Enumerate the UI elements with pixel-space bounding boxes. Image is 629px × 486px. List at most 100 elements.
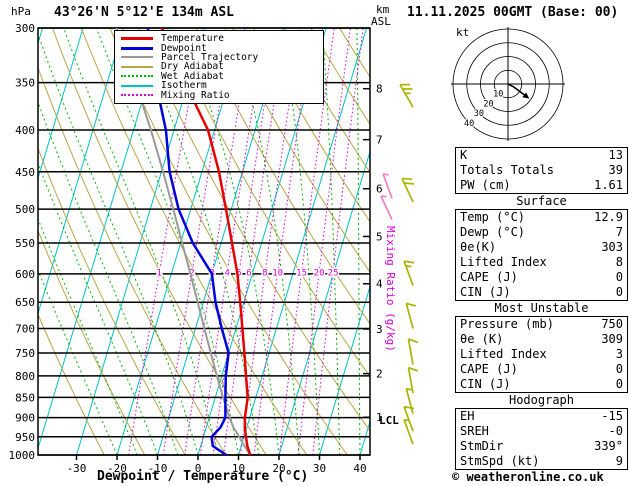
height-unit-asl-label: ASL — [371, 15, 391, 28]
parcel-trajectory-curve — [115, 28, 252, 455]
index-value: 309 — [601, 332, 623, 346]
svg-text:900: 900 — [15, 412, 35, 425]
svg-text:8: 8 — [376, 83, 383, 96]
index-value: 9 — [615, 454, 623, 468]
index-label: Dewp (°C) — [460, 225, 526, 239]
svg-text:800: 800 — [15, 370, 35, 383]
svg-text:5: 5 — [376, 230, 383, 243]
mixing-ratio-axis-label: Mixing Ratio (g/kg) — [384, 226, 397, 352]
index-row: SREH -0 — [456, 424, 627, 439]
svg-text:10: 10 — [232, 462, 245, 475]
section-header: Surface — [516, 194, 567, 208]
svg-text:500: 500 — [15, 203, 35, 216]
legend-item: Wet Adiabat — [121, 72, 317, 81]
pressure-unit-label: hPa — [11, 5, 31, 18]
svg-text:550: 550 — [15, 237, 35, 250]
section-header: Hodograph — [508, 393, 575, 407]
dewpoint-curve — [146, 28, 230, 455]
index-label: Lifted Index — [460, 255, 547, 269]
index-value: -15 — [601, 409, 623, 423]
index-row: CAPE (J) 0 — [456, 362, 627, 377]
index-label: Pressure (mb) — [460, 317, 554, 331]
index-label: StmSpd (kt) — [460, 454, 540, 468]
svg-text:8: 8 — [262, 269, 267, 279]
index-label: Totals Totals — [460, 163, 554, 177]
index-label: CAPE (J) — [460, 270, 518, 284]
plot-legend: Temperature Dewpoint Parcel Trajectory Dry … — [114, 30, 324, 104]
index-label: Lifted Index — [460, 347, 547, 361]
index-row: Dewp (°C) 7 — [456, 225, 627, 240]
svg-text:5: 5 — [236, 269, 241, 279]
svg-text:30: 30 — [474, 109, 484, 119]
svg-text:20: 20 — [483, 99, 493, 109]
x-axis-title: Dewpoint / Temperature (°C) — [97, 469, 309, 484]
svg-text:20: 20 — [272, 462, 285, 475]
index-value: 13 — [608, 148, 623, 162]
svg-text:40: 40 — [353, 462, 366, 475]
legend-swatch-wet-adiabat — [121, 75, 153, 78]
svg-text:6: 6 — [376, 183, 383, 196]
svg-text:750: 750 — [15, 347, 35, 360]
lcl-label: LCL — [379, 414, 399, 427]
index-row: θe (K) 309 — [456, 332, 627, 347]
legend-label: Temperature — [161, 33, 224, 45]
index-row: Lifted Index 3 — [456, 347, 627, 362]
svg-text:350: 350 — [15, 77, 35, 90]
svg-text:1000: 1000 — [9, 449, 36, 462]
datetime-title: 11.11.2025 00GMT (Base: 00) — [407, 5, 619, 20]
svg-text:-20: -20 — [107, 462, 127, 475]
svg-text:400: 400 — [15, 124, 35, 137]
legend-swatch-dewpoint — [121, 46, 153, 50]
index-row: Totals Totals 39 — [456, 163, 627, 178]
index-value: -0 — [608, 424, 623, 438]
index-row: θe(K) 303 — [456, 240, 627, 255]
index-label: Temp (°C) — [460, 210, 526, 224]
index-label: θe (K) — [460, 332, 504, 346]
index-value: 1.61 — [594, 178, 623, 192]
legend-swatch-parcel-trajectory — [121, 56, 153, 59]
station-title: 43°26'N 5°12'E 134m ASL — [54, 5, 235, 20]
svg-text:20: 20 — [314, 269, 325, 279]
index-label: EH — [460, 409, 475, 423]
index-row: CIN (J) 0 — [456, 377, 627, 392]
legend-item: Temperature — [121, 34, 317, 43]
index-value: 0 — [615, 285, 623, 299]
legend-label: Wet Adiabat — [161, 70, 224, 82]
index-label: StmDir — [460, 439, 504, 453]
legend-item: Isotherm — [121, 81, 317, 90]
index-label: CAPE (J) — [460, 362, 518, 376]
index-row: EH -15 — [456, 409, 627, 424]
index-value: 0 — [615, 362, 623, 376]
height-unit-km-label: km — [376, 3, 390, 16]
svg-text:3: 3 — [376, 323, 383, 336]
index-value: 750 — [601, 317, 623, 331]
legend-swatch-temperature — [121, 37, 153, 41]
index-value: 7 — [615, 225, 623, 239]
legend-swatch-dry-adiabat — [121, 65, 153, 68]
height-ticks: 1 2 3 4 5 6 7 8 — [363, 83, 383, 424]
index-label: PW (cm) — [460, 178, 511, 192]
svg-text:40: 40 — [464, 119, 474, 129]
index-label: SREH — [460, 424, 489, 438]
indices-section: EH -15 SREH -0 StmDir 339° StmSpd (kt) 9 — [455, 408, 628, 470]
index-value: 8 — [615, 255, 623, 269]
svg-text:15: 15 — [296, 269, 307, 279]
svg-text:4: 4 — [224, 269, 229, 279]
wind-barbs — [380, 83, 419, 445]
index-row: CIN (J) 0 — [456, 285, 627, 300]
legend-item: Dry Adiabat — [121, 62, 317, 72]
indices-section: Temp (°C) 12.9 Dewp (°C) 7 θe(K) 303 Lifted In… — [455, 209, 628, 301]
svg-text:650: 650 — [15, 296, 35, 309]
copyright: © weatheronline.co.uk — [452, 470, 604, 484]
svg-text:25: 25 — [328, 269, 339, 279]
index-value: 339° — [594, 439, 623, 453]
svg-text:1: 1 — [156, 269, 161, 279]
svg-text:700: 700 — [15, 323, 35, 336]
index-row: K 13 — [456, 148, 627, 163]
index-label: CIN (J) — [460, 285, 511, 299]
index-label: CIN (J) — [460, 377, 511, 391]
svg-text:450: 450 — [15, 166, 35, 179]
svg-text:2: 2 — [376, 368, 383, 381]
legend-label: Isotherm — [161, 80, 207, 92]
index-row: PW (cm) 1.61 — [456, 178, 627, 193]
